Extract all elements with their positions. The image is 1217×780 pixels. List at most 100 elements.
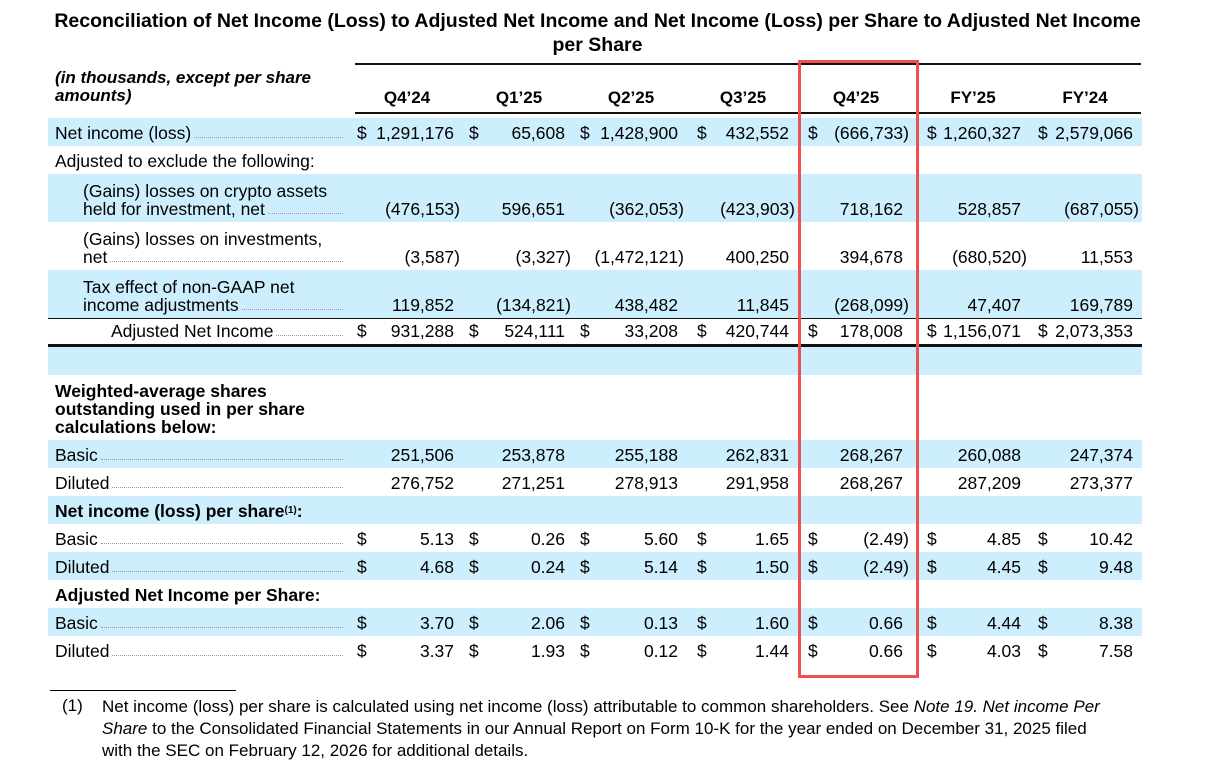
cell-value-q125: (134,821) [496,295,571,315]
table-row: Diluted 276,752 271,251 278,913 291,958 268,2… [48,468,1142,496]
row-label: Basic [55,614,343,632]
table-row: Tax effect of non-GAAP net income adjustm… [48,270,1142,318]
currency-symbol: $ [697,123,707,143]
currency-symbol: $ [357,529,367,549]
header-bottom-rule [355,112,1141,114]
currency-symbol: $ [927,613,937,633]
currency-symbol: $ [1038,613,1048,633]
column-header-fy24: FY’24 [1062,88,1108,107]
row-label-line: outstanding used in per share [55,400,343,418]
row-label-text: (Gains) losses on crypto assets [83,181,328,201]
footnote-number: (1) [62,696,83,715]
currency-symbol: $ [808,123,818,143]
currency-symbol: $ [697,641,707,661]
cell-value-q425: 268,267 [839,473,903,493]
row-label-line: Net income (loss) per share (1): [55,502,343,520]
cell-value-q125: 1.93 [530,641,565,661]
cell-value-q125: 0.24 [530,557,565,577]
cell-value-q225: 278,913 [614,473,678,493]
table-row: Basic $5.13 $0.26 $5.60 $1.65 $ (2.49) $4.85 $10… [48,524,1142,552]
row-label-text: Basic [55,445,98,465]
cell-value-q425: (666,733) [834,123,909,143]
dot-leader [112,487,343,488]
units-label-line: amounts) [55,86,132,105]
cell-value-q424: 276,752 [390,473,454,493]
cell-value-q424: 3.37 [419,641,454,661]
row-label-text: Diluted [55,557,110,577]
cell-value-q325: 1.60 [754,613,789,633]
table-row: Basic $3.70 $2.06 $0.13 $1.60 $0.66 $4.44 $8.38 [48,608,1142,636]
footnote-reference: (1) [284,505,297,516]
currency-symbol: $ [697,613,707,633]
row-label: Net income (loss) [55,124,343,142]
cell-value-q424: 4.68 [419,557,454,577]
dot-leader [110,261,343,262]
cell-value-fy25: 260,088 [957,445,1021,465]
cell-value-q125: 0.26 [530,529,565,549]
section-row [48,347,1142,375]
row-label-line: Tax effect of non-GAAP net [83,278,343,296]
cell-value-q125: 65,608 [511,123,565,143]
currency-symbol: $ [927,321,937,341]
column-header-q125: Q1’25 [495,88,543,107]
column-header-q424: Q4’24 [383,88,431,107]
cell-value-q325: (423,903) [720,199,795,219]
section-row: Adjusted Net Income per Share: [48,580,1142,608]
currency-symbol: $ [469,641,479,661]
cell-value-q425: 178,008 [839,321,903,341]
cell-value-q225: 5.60 [643,529,678,549]
row-label-text: Adjusted Net Income per Share: [55,585,321,605]
row-label-line: (Gains) losses on crypto assets [83,182,343,200]
cell-value-fy24: 169,789 [1069,295,1133,315]
currency-symbol: $ [927,123,937,143]
section-row: Adjusted to exclude the following: [48,146,1142,174]
cell-value-fy25: 528,857 [957,199,1021,219]
units-label: (in thousands, except per share amounts) [55,69,311,105]
row-label-text: Adjusted to exclude the following: [55,151,315,171]
row-label-line: Net income (loss) [55,124,343,142]
table-row: Net income (loss) $1,291,176 $65,608 $1,428… [48,118,1142,146]
currency-symbol: $ [357,123,367,143]
currency-symbol: $ [927,557,937,577]
column-header-fy25: FY’25 [950,88,996,107]
cell-value-fy25: 4.85 [986,529,1021,549]
table-row: Basic 251,506 253,878 255,188 262,831 268,267… [48,440,1142,468]
currency-symbol: $ [469,613,479,633]
row-label-text: outstanding used in per share [55,399,305,419]
row-label-line: Adjusted Net Income [111,322,343,340]
currency-symbol: $ [697,321,707,341]
cell-value-fy25: (680,520) [952,247,1027,267]
row-label-line: Diluted [55,642,343,660]
cell-value-q125: 253,878 [501,445,565,465]
currency-symbol: $ [357,321,367,341]
currency-symbol: $ [469,321,479,341]
currency-symbol: $ [697,529,707,549]
row-label: Diluted [55,474,343,492]
currency-symbol: $ [580,529,590,549]
row-label: Tax effect of non-GAAP net income adjustm… [83,278,343,314]
currency-symbol: $ [469,557,479,577]
cell-value-q225: 33,208 [624,321,678,341]
cell-value-q325: 432,552 [725,123,789,143]
dot-leader [241,309,343,310]
dot-leader [112,571,343,572]
currency-symbol: $ [1038,641,1048,661]
currency-symbol: $ [580,641,590,661]
cell-value-fy24: 2,579,066 [1055,123,1133,143]
currency-symbol: $ [697,557,707,577]
row-label-line: income adjustments [83,296,343,314]
cell-value-q225: (1,472,121) [594,247,684,267]
cell-value-q424: 119,852 [392,295,454,315]
dot-leader [194,137,343,138]
currency-symbol: $ [808,557,818,577]
column-header-q325: Q3’25 [719,88,767,107]
row-label-text: Net income (loss) [55,123,192,143]
row-label: Diluted [55,642,343,660]
row-label: Net income (loss) per share (1): [55,502,343,520]
currency-symbol: $ [1038,557,1048,577]
cell-value-fy25: 1,260,327 [943,123,1021,143]
row-label-line: Basic [55,614,343,632]
dot-leader [112,655,343,656]
dot-leader [276,335,343,336]
cell-value-fy24: (687,055) [1064,199,1139,219]
